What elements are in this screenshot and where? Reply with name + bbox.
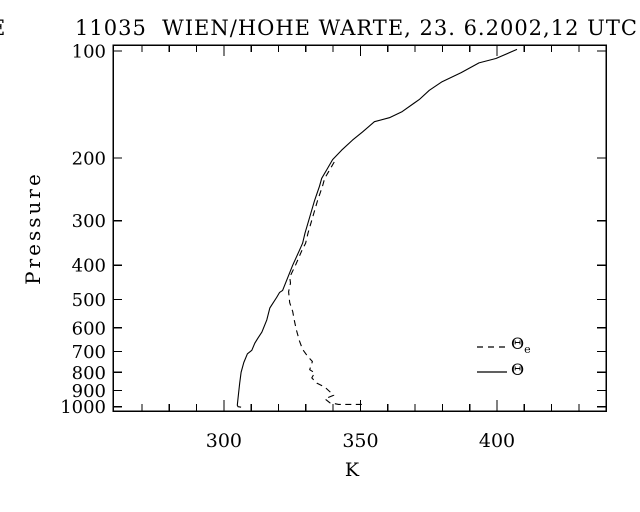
legend-theta-label: Θ [511, 360, 524, 381]
x-axis-title: K [344, 459, 360, 481]
x-tick-labels: 300 350 400 [206, 430, 515, 452]
theta-e-subscript: e [524, 343, 531, 357]
y-tick-label: 700 [72, 342, 106, 363]
theta-e-curve [288, 159, 362, 405]
y-tick-label: 600 [72, 318, 106, 339]
y-tick-label: 500 [72, 290, 106, 311]
legend-line-samples [477, 346, 507, 373]
y-tick-label: 300 [72, 211, 106, 232]
x-tick-label: 400 [479, 430, 515, 452]
x-tick-label: 300 [206, 430, 242, 452]
plot-title: 11035 WIEN/HOHE WARTE, 23. 6.2002,12 UTC [75, 16, 638, 40]
y-tick-label: 1000 [60, 397, 106, 418]
y-tick-label: 800 [72, 363, 106, 384]
y-tick-label: 900 [72, 381, 106, 402]
theta-curve [236, 48, 518, 408]
plot-frame [112, 44, 607, 412]
y-tick-label: 400 [72, 256, 106, 277]
clipped-edge-character: E [0, 16, 5, 40]
y-tick-label: 100 [72, 41, 106, 62]
x-tick-label: 350 [342, 430, 378, 452]
theta-symbol: Θ [511, 360, 525, 379]
theta-e-symbol: Θ [511, 334, 525, 353]
y-axis-ticks [113, 50, 606, 408]
x-axis-ticks [141, 45, 580, 411]
legend-theta-e-label: Θe [511, 334, 531, 357]
y-tick-label: 200 [72, 149, 106, 170]
